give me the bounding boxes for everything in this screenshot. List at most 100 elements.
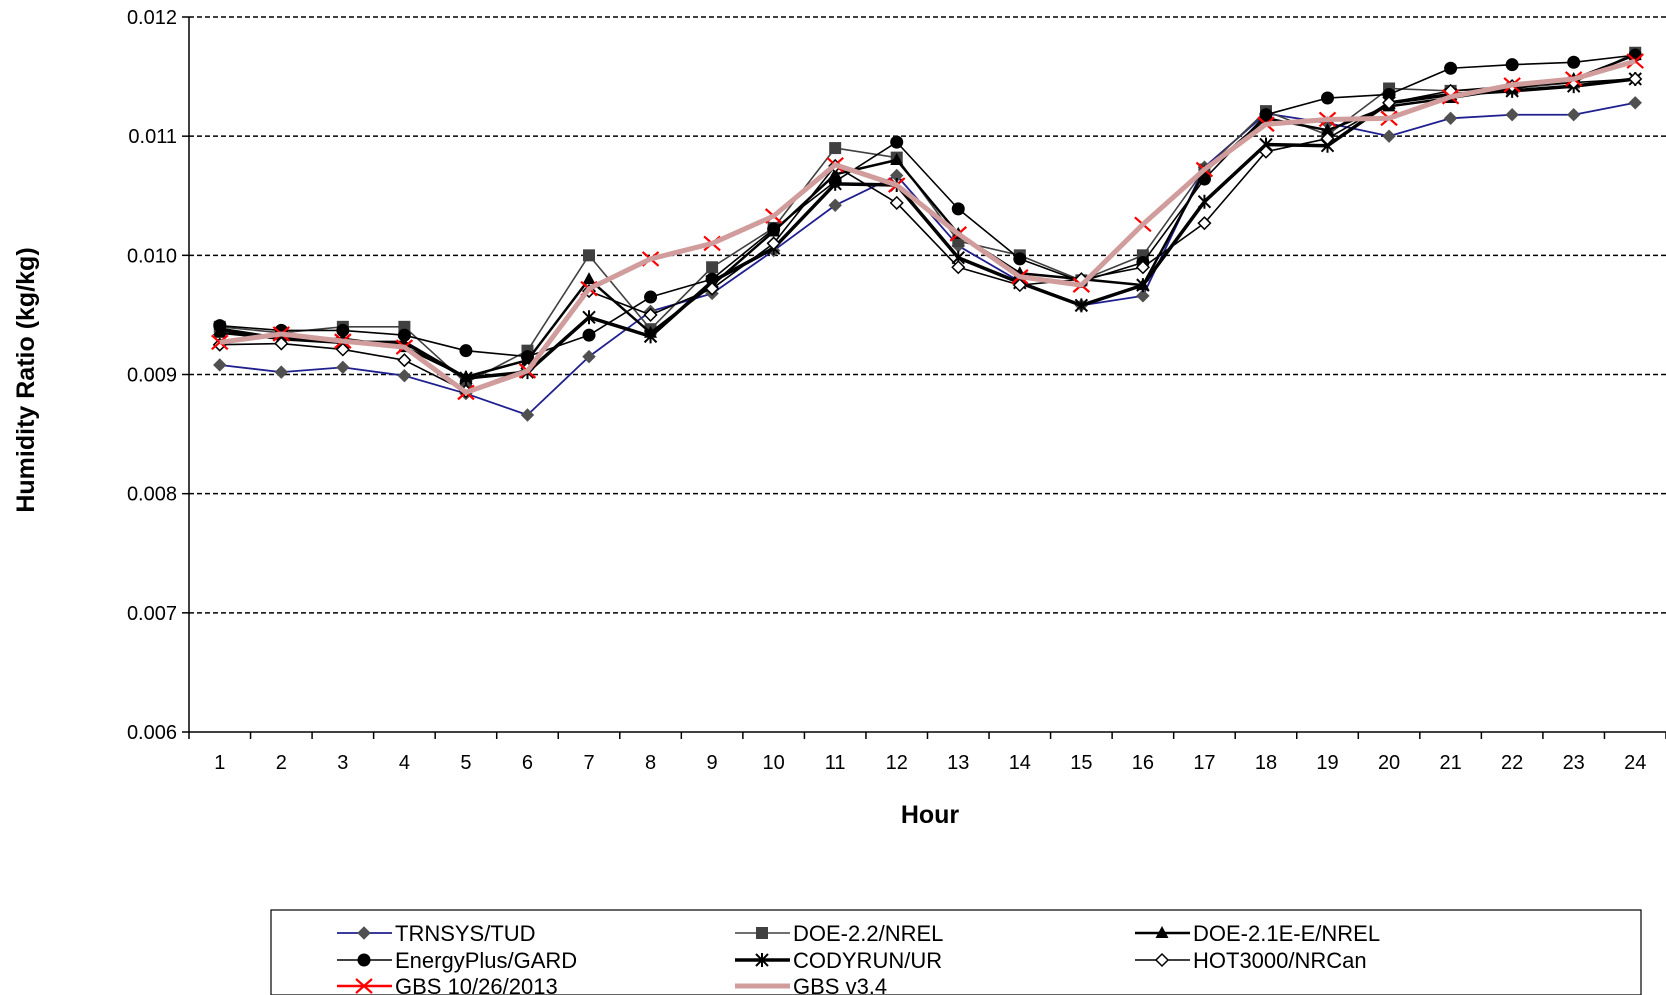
series-line bbox=[219, 53, 1636, 379]
x-tick-label: 12 bbox=[886, 752, 908, 774]
series-gbs-v3-4 bbox=[219, 58, 1636, 395]
data-point bbox=[890, 153, 904, 165]
legend-label: GBS 10/26/2013 bbox=[395, 974, 558, 995]
plot-series bbox=[211, 46, 1644, 422]
x-tick-label: 3 bbox=[337, 752, 348, 774]
legend-label: EnergyPlus/GARD bbox=[395, 948, 577, 973]
data-point bbox=[1135, 260, 1150, 275]
legend-label: CODYRUN/UR bbox=[793, 948, 942, 973]
x-tick-label: 15 bbox=[1070, 752, 1092, 774]
data-point bbox=[829, 142, 842, 155]
legend-item: TRNSYS/TUD bbox=[337, 921, 536, 946]
legend-swatch-marker bbox=[1155, 926, 1169, 938]
gridlines bbox=[189, 16, 1666, 614]
data-point bbox=[1443, 111, 1458, 125]
data-point bbox=[889, 195, 904, 210]
x-tick-label: 18 bbox=[1255, 752, 1277, 774]
series-hot3000-nrcan bbox=[212, 71, 1643, 399]
legend-swatch-marker bbox=[355, 978, 373, 994]
data-point bbox=[397, 368, 412, 383]
data-point bbox=[766, 236, 781, 251]
legend-item: DOE-2.2/NREL bbox=[735, 921, 943, 946]
data-point bbox=[213, 358, 227, 372]
data-point bbox=[1382, 87, 1396, 101]
series-codyrun-ur bbox=[213, 71, 1642, 386]
legend-label: DOE-2.1E-E/NREL bbox=[1193, 921, 1380, 946]
series-line bbox=[219, 77, 1636, 380]
data-point bbox=[336, 323, 350, 337]
data-point bbox=[1197, 194, 1212, 209]
x-tick-label: 22 bbox=[1501, 752, 1523, 774]
y-tick-label: 0.006 bbox=[127, 722, 177, 744]
data-point bbox=[582, 349, 596, 364]
data-point bbox=[643, 329, 658, 344]
x-axis-ticks: 1 2 3 4 5 6 7 8 9 10 11 12 13 14 15 16 17 18 19 20 21 22 23 24 bbox=[188, 732, 1666, 774]
legend-item: EnergyPlus/GARD bbox=[337, 948, 577, 973]
data-point bbox=[274, 336, 289, 351]
data-point bbox=[520, 408, 535, 422]
legend-label: TRNSYS/TUD bbox=[395, 921, 536, 946]
x-tick-label: 23 bbox=[1563, 752, 1585, 774]
x-tick-label: 10 bbox=[763, 752, 785, 774]
x-tick-label: 16 bbox=[1132, 752, 1154, 774]
data-point bbox=[1320, 131, 1335, 146]
legend-label: GBS v3.4 bbox=[793, 974, 887, 995]
data-point bbox=[828, 198, 842, 212]
x-tick-label: 19 bbox=[1316, 752, 1338, 774]
data-point bbox=[582, 272, 596, 285]
y-tick-label: 0.011 bbox=[128, 126, 177, 148]
data-point bbox=[274, 365, 289, 379]
data-point bbox=[397, 353, 412, 368]
data-point bbox=[1197, 216, 1212, 231]
data-point bbox=[520, 350, 534, 364]
legend-swatch-marker bbox=[1154, 952, 1170, 968]
data-point bbox=[1444, 61, 1458, 75]
x-tick-label: 14 bbox=[1009, 752, 1031, 774]
y-tick-label: 0.008 bbox=[127, 484, 177, 506]
y-axis-ticks: 0.006 0.007 0.008 0.009 0.010 0.011 0.012 bbox=[127, 7, 189, 744]
data-point bbox=[1626, 53, 1644, 69]
data-point bbox=[706, 261, 719, 274]
y-tick-label: 0.009 bbox=[127, 365, 177, 387]
x-tick-label: 24 bbox=[1624, 752, 1646, 774]
data-point bbox=[1136, 278, 1150, 293]
data-point bbox=[951, 260, 966, 275]
legend-swatch-marker bbox=[756, 927, 768, 939]
data-point bbox=[459, 371, 473, 386]
data-point bbox=[890, 135, 904, 149]
series-line bbox=[219, 58, 1636, 395]
x-tick-label: 11 bbox=[825, 752, 846, 774]
data-point bbox=[1136, 289, 1150, 303]
x-tick-label: 7 bbox=[583, 752, 594, 774]
data-point bbox=[1074, 298, 1089, 313]
data-point bbox=[1197, 172, 1211, 186]
data-point bbox=[1505, 108, 1519, 122]
data-point bbox=[583, 249, 596, 262]
legend-item: GBS v3.4 bbox=[735, 974, 887, 995]
y-tick-label: 0.012 bbox=[127, 7, 177, 29]
data-point bbox=[951, 202, 965, 216]
data-point bbox=[1628, 71, 1643, 87]
x-tick-label: 6 bbox=[522, 752, 533, 774]
x-tick-label: 4 bbox=[399, 752, 410, 774]
y-axis-title: Humidity Ratio (kg/kg) bbox=[12, 247, 40, 512]
data-point bbox=[1382, 129, 1396, 143]
data-point bbox=[1259, 108, 1273, 122]
data-point bbox=[1012, 278, 1027, 293]
legend-box bbox=[270, 909, 1642, 995]
data-point bbox=[643, 307, 658, 322]
x-tick-label: 20 bbox=[1378, 752, 1400, 774]
data-point bbox=[213, 322, 227, 337]
y-tick-label: 0.010 bbox=[127, 245, 177, 267]
legend-item: HOT3000/NRCan bbox=[1135, 948, 1367, 973]
legend-swatch-marker bbox=[357, 953, 371, 967]
x-axis-title: Hour bbox=[901, 801, 960, 829]
data-point bbox=[1321, 91, 1335, 105]
data-point bbox=[336, 360, 350, 375]
legend-swatch-marker bbox=[357, 926, 371, 940]
data-point bbox=[1013, 252, 1027, 266]
y-tick-label: 0.007 bbox=[127, 603, 177, 625]
x-tick-label: 1 bbox=[214, 752, 225, 774]
data-point bbox=[1566, 108, 1581, 122]
